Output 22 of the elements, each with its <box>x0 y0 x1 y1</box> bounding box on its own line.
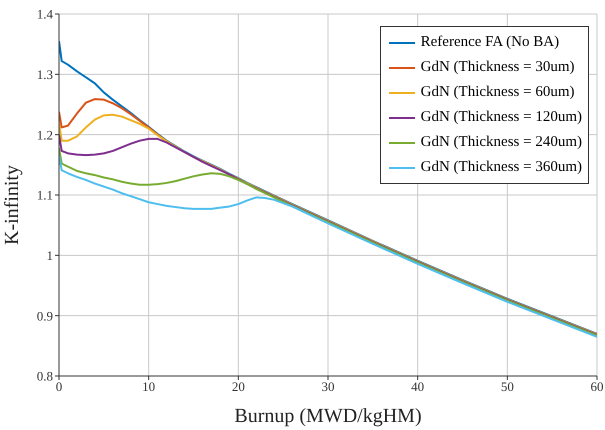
legend-label: Reference FA (No BA) <box>420 33 560 52</box>
y-tick-label: 0.9 <box>36 308 53 324</box>
y-tick-label: 1.1 <box>36 188 53 203</box>
legend-label: GdN (Thickness = 60um) <box>420 83 574 102</box>
x-tick-label: 0 <box>56 379 62 394</box>
x-tick-label: 60 <box>590 379 604 394</box>
x-tick-label: 20 <box>232 379 245 394</box>
x-tick-label: 50 <box>500 379 514 394</box>
y-tick-label: 1.2 <box>36 127 53 142</box>
legend-label: GdN (Thickness = 30um) <box>420 58 574 77</box>
y-tick-label: 1.3 <box>36 66 53 82</box>
y-tick-label: 1.4 <box>36 6 54 22</box>
legend-label: GdN (Thickness = 120um) <box>420 108 582 127</box>
y-tick-label: 0.8 <box>36 368 53 384</box>
x-tick-label: 40 <box>411 379 424 394</box>
y-axis-title: K-infinity <box>1 165 24 245</box>
y-tick-label: 1 <box>46 248 53 263</box>
x-axis-title: Burnup (MWD/kgHM) <box>234 405 422 427</box>
x-tick-label: 30 <box>322 379 334 394</box>
legend-label: GdN (Thickness = 360um) <box>420 158 582 177</box>
x-tick-label: 10 <box>142 379 156 394</box>
legend-label: GdN (Thickness = 240um) <box>420 133 582 152</box>
